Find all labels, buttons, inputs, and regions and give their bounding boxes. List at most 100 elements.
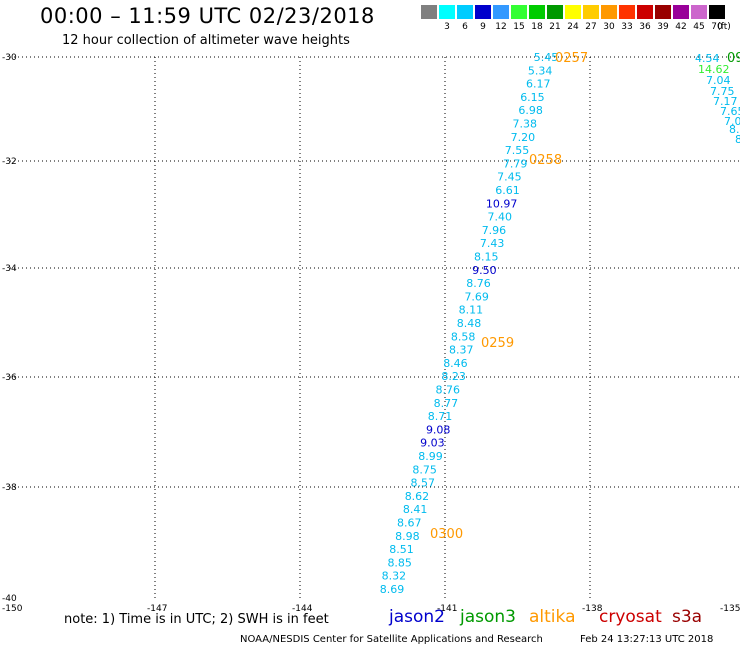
page-subtitle: 12 hour collection of altimeter wave hei… — [62, 33, 350, 48]
lon-tick-label: -138 — [582, 604, 603, 614]
wave-height-label: 9.50 — [472, 264, 497, 277]
legend-swatch — [691, 5, 707, 19]
wave-height-label: 6.98 — [518, 104, 543, 117]
legend-label: 3 — [444, 22, 450, 32]
wave-height-label: 8.71 — [428, 410, 453, 423]
wave-height-label-track2: 14.62 — [698, 63, 730, 76]
wave-height-label: 6.61 — [495, 184, 520, 197]
legend-label: 27 — [585, 22, 597, 32]
legend-swatch — [475, 5, 491, 19]
lat-tick-label: -32 — [2, 157, 17, 167]
wave-height-label: 8.98 — [395, 530, 420, 543]
legend-label: 15 — [513, 22, 525, 32]
wave-height-label: 7.43 — [480, 237, 505, 250]
legend-swatch — [421, 5, 437, 19]
wave-height-label: 8.37 — [449, 344, 474, 357]
wave-height-label-track2: 4.54 — [695, 52, 720, 65]
legend-label: 21 — [549, 22, 561, 32]
mission-cryosat: cryosat — [599, 607, 662, 627]
wave-height-label: 9.08 — [426, 423, 451, 436]
legend-swatch — [493, 5, 509, 19]
wave-height-label: 8.58 — [451, 330, 476, 343]
wave-height-label: 8.32 — [382, 570, 407, 583]
lon-tick-label: -147 — [147, 604, 167, 614]
wave-height-label: 7.55 — [505, 144, 530, 157]
wave-height-label: 8.46 — [443, 357, 468, 370]
legend-swatch — [619, 5, 635, 19]
wave-height-label: 8.57 — [411, 477, 436, 490]
legend-label: 6 — [462, 22, 468, 32]
legend-swatch — [565, 5, 581, 19]
wave-height-label: 7.79 — [503, 157, 528, 170]
legend-label: 36 — [639, 22, 651, 32]
lat-tick-label: -36 — [2, 373, 17, 383]
mission-jason3: jason3 — [460, 607, 516, 627]
time-label: 0257 — [555, 51, 588, 66]
wave-height-label-track2: 8 — [735, 133, 740, 146]
legend-unit: (ft) — [717, 22, 731, 32]
lat-tick-label: -38 — [2, 483, 17, 493]
lon-tick-label: -135 — [720, 604, 740, 614]
mission-jason2: jason2 — [389, 607, 445, 627]
legend-label: 70 — [711, 22, 723, 32]
legend-swatch — [601, 5, 617, 19]
lat-tick-label: -40 — [2, 594, 17, 604]
wave-height-label: 8.77 — [434, 397, 459, 410]
legend-swatch — [637, 5, 653, 19]
legend-label: 45 — [693, 22, 705, 32]
legend-swatch — [655, 5, 671, 19]
wave-height-label: 8.41 — [403, 503, 428, 516]
wave-height-label-track2: 8. — [729, 123, 740, 136]
wave-height-label: 8.15 — [474, 251, 499, 264]
wave-height-label-track2: 7.04 — [706, 74, 731, 87]
wave-height-label-track2: 7.17 — [713, 95, 738, 108]
legend-swatch — [709, 5, 725, 19]
wave-height-label: 5.34 — [528, 64, 553, 77]
wave-height-label: 8.76 — [436, 384, 461, 397]
wave-height-label-track2: 7.75 — [710, 85, 735, 98]
wave-height-label: 8.23 — [441, 370, 466, 383]
wave-height-label-track2: 7.65 — [720, 105, 740, 118]
legend-label: 42 — [675, 22, 687, 32]
legend-label: 18 — [531, 22, 543, 32]
wave-height-label: 5.45 — [534, 51, 559, 64]
legend-label: 39 — [657, 22, 669, 32]
credit-line: NOAA/NESDIS Center for Satellite Applica… — [240, 634, 543, 645]
wave-height-label: 7.20 — [511, 131, 536, 144]
page-title: 00:00 – 11:59 UTC 02/23/2018 — [40, 4, 375, 28]
legend-swatch — [511, 5, 527, 19]
time-label: 0258 — [529, 153, 562, 168]
wave-height-label: 7.69 — [464, 290, 489, 303]
generated-timestamp: Feb 24 13:27:13 UTC 2018 — [580, 634, 714, 645]
wave-height-label: 8.85 — [387, 556, 412, 569]
wave-height-label: 6.17 — [526, 78, 551, 91]
legend-label: 30 — [603, 22, 615, 32]
legend-swatch — [439, 5, 455, 19]
wave-height-label: 8.67 — [397, 517, 422, 530]
time-label: 0259 — [481, 336, 514, 351]
legend-label: 33 — [621, 22, 633, 32]
lat-tick-label: -30 — [2, 53, 17, 63]
wave-height-label: 8.11 — [459, 304, 484, 317]
legend-label: 9 — [480, 22, 486, 32]
wave-height-label: 10.97 — [486, 197, 518, 210]
mission-s3a: s3a — [672, 607, 703, 627]
mission-altika: altika — [529, 607, 576, 627]
legend-label: 12 — [495, 22, 507, 32]
wave-height-label: 7.38 — [513, 118, 538, 131]
wave-height-label: 8.51 — [389, 543, 414, 556]
wave-height-label-track2: 09 — [727, 51, 740, 66]
wave-height-label: 8.75 — [412, 463, 437, 476]
wave-height-label: 7.45 — [497, 171, 522, 184]
lat-tick-label: -34 — [2, 264, 17, 274]
time-label: 0300 — [430, 527, 463, 542]
legend-swatch — [457, 5, 473, 19]
legend-swatch — [673, 5, 689, 19]
legend-swatch — [547, 5, 563, 19]
legend-swatch — [583, 5, 599, 19]
lon-tick-label: -150 — [2, 604, 23, 614]
wave-height-label: 8.99 — [418, 450, 443, 463]
wave-height-label: 8.62 — [405, 490, 430, 503]
wave-height-label: 8.76 — [466, 277, 491, 290]
